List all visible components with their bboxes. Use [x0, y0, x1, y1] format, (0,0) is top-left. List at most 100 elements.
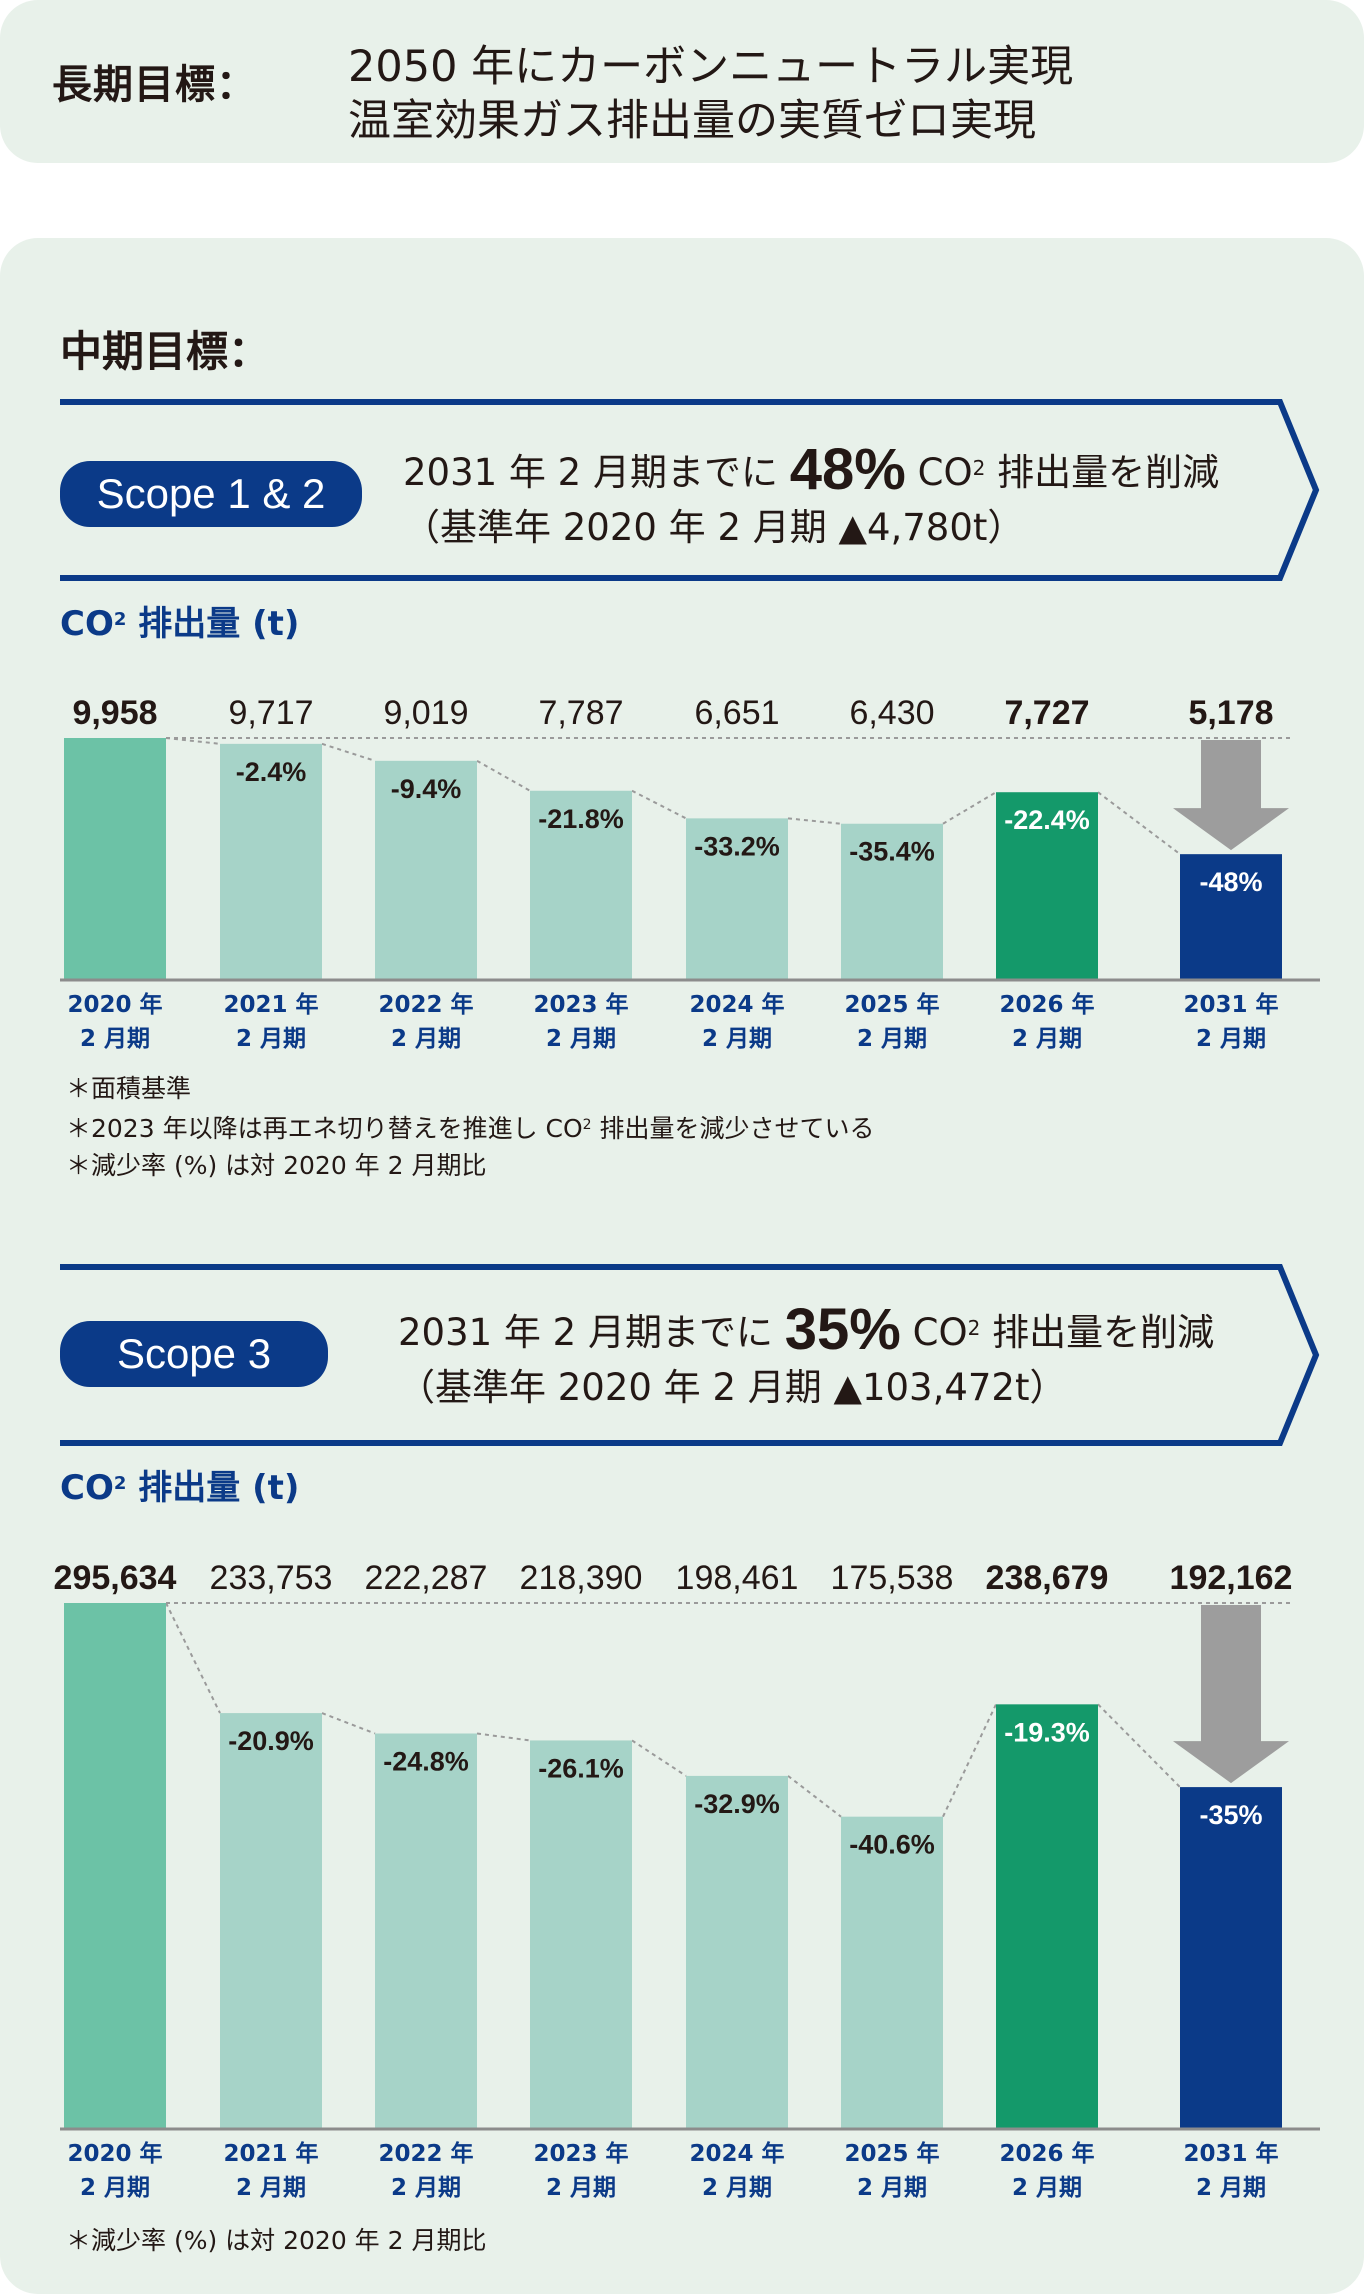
- bar-0: [64, 1603, 166, 2129]
- scope3-target-prefix: 2031 年 2 月期までに: [398, 1311, 773, 1354]
- value-label-4: 6,651: [694, 694, 779, 732]
- scope3-baseline: （基準年 2020 年 2 月期 ▲103,472t）: [398, 1366, 1067, 1409]
- category-label-5: 2025 年: [844, 991, 939, 1018]
- scope12-target-sub: 2: [972, 456, 986, 480]
- bar-3: [530, 1740, 632, 2129]
- category-label-7: 2 月期: [1196, 1026, 1266, 1052]
- category-label-4: 2 月期: [702, 1026, 772, 1052]
- value-label-1: 9,717: [228, 694, 313, 732]
- scope12-note-2a: ＊2023 年以降は再エネ切り替えを推進し CO: [66, 1114, 583, 1143]
- category-label-6: 2 月期: [1012, 1026, 1082, 1052]
- scope3-target-suffix: 排出量を削減: [992, 1311, 1215, 1354]
- bar-5: [841, 823, 943, 980]
- bar-5: [841, 1816, 943, 2129]
- category-label-5: 2025 年: [844, 2140, 939, 2167]
- value-label-3: 7,787: [538, 694, 623, 732]
- category-label-2: 2 月期: [391, 2175, 461, 2201]
- connector-line: [476, 1732, 531, 1742]
- scope12-note-2-sub: 2: [582, 1117, 592, 1133]
- scope3-co2-sub: 2: [113, 1473, 127, 1494]
- category-label-6: 2026 年: [999, 991, 1094, 1018]
- long-term-label: 長期目標：: [52, 62, 257, 108]
- banner-arrow-outline: [60, 399, 1320, 581]
- category-label-7: 2031 年: [1183, 991, 1278, 1018]
- scope3-co2-main: CO: [60, 1468, 114, 1508]
- reduction-label-4: -32.9%: [694, 1789, 780, 1819]
- category-label-2: 2022 年: [378, 2140, 473, 2167]
- scope12-note-2b: 排出量を減少させている: [591, 1114, 875, 1143]
- category-label-0: 2020 年: [67, 991, 162, 1018]
- scope12-target-suffix: 排出量を削減: [997, 451, 1220, 494]
- scope3-target-sub: 2: [967, 1316, 981, 1340]
- scope3-note-1: ＊減少率 (%) は対 2020 年 2 月期比: [66, 2226, 487, 2255]
- reduction-label-3: -21.8%: [538, 804, 624, 834]
- reduction-label-6: -22.4%: [1004, 805, 1090, 835]
- scope12-banner: [0, 396, 1364, 586]
- category-label-4: 2024 年: [689, 2140, 784, 2167]
- reduction-label-5: -35.4%: [849, 837, 935, 867]
- value-label-2: 222,287: [365, 1559, 488, 1597]
- scope12-co2-rest: 排出量 (t): [126, 604, 300, 644]
- category-label-6: 2026 年: [999, 2140, 1094, 2167]
- value-label-0: 295,634: [54, 1559, 177, 1597]
- scope12-target: 2031 年 2 月期までに 48% CO2 排出量を削減: [403, 436, 1219, 503]
- scope12-target-co: CO: [917, 451, 973, 494]
- bar-1: [220, 1713, 322, 2129]
- bar-3: [530, 790, 632, 980]
- scope12-note-1: ＊面積基準: [66, 1074, 192, 1103]
- bar-2: [375, 1733, 477, 2129]
- scope12-notes: ＊面積基準 ＊2023 年以降は再エネ切り替えを推進し CO2 排出量を減少させ…: [66, 1070, 875, 1184]
- scope3-target: 2031 年 2 月期までに 35% CO2 排出量を削減: [398, 1296, 1214, 1363]
- scope3-target-pct: 35%: [784, 1297, 901, 1362]
- connector-line: [942, 1703, 997, 1818]
- value-label-5: 6,430: [849, 694, 934, 732]
- category-label-7: 2 月期: [1196, 2175, 1266, 2201]
- category-label-4: 2024 年: [689, 991, 784, 1018]
- scope12-co2-main: CO: [60, 604, 114, 644]
- reduction-label-5: -40.6%: [849, 1830, 935, 1860]
- scope3-notes: ＊減少率 (%) は対 2020 年 2 月期比: [66, 2222, 486, 2259]
- long-term-panel: 長期目標： 2050 年にカーボンニュートラル実現 温室効果ガス排出量の実質ゼロ…: [0, 0, 1364, 163]
- reduction-label-7: -35%: [1199, 1800, 1262, 1830]
- connector-line: [1097, 791, 1181, 855]
- reduction-label-4: -33.2%: [694, 831, 780, 861]
- category-label-7: 2031 年: [1183, 2140, 1278, 2167]
- category-label-2: 2022 年: [378, 991, 473, 1018]
- connector-line: [476, 759, 531, 792]
- category-label-3: 2023 年: [533, 991, 628, 1018]
- scope12-note-2: ＊2023 年以降は再エネ切り替えを推進し CO2 排出量を減少させている: [66, 1107, 875, 1147]
- value-label-6: 238,679: [986, 1559, 1109, 1597]
- category-label-0: 2 月期: [80, 1026, 150, 1052]
- reduction-label-6: -19.3%: [1004, 1717, 1090, 1747]
- reduction-label-1: -20.9%: [228, 1726, 314, 1756]
- connector-line: [321, 742, 376, 762]
- scope12-chart: 9,958 9,717 9,019 7,787 6,651 6,430 7,727 5,178…: [60, 694, 1320, 1052]
- category-label-5: 2 月期: [857, 2175, 927, 2201]
- scope12-co2-sub: 2: [113, 609, 127, 630]
- scope12-baseline: （基準年 2020 年 2 月期 ▲4,780t）: [403, 506, 1025, 549]
- scope3-co2-label: CO2 排出量 (t): [60, 1460, 299, 1509]
- value-label-6: 7,727: [1004, 694, 1089, 732]
- value-label-0: 9,958: [72, 694, 157, 732]
- connector-line: [165, 737, 221, 745]
- scope3-target-co: CO: [912, 1311, 968, 1354]
- bar-0: [64, 738, 166, 980]
- connector-line: [631, 1739, 687, 1777]
- bar-7: [1180, 854, 1282, 980]
- value-label-7: 192,162: [1170, 1559, 1293, 1597]
- long-term-goal-line2: 温室効果ガス排出量の実質ゼロ実現: [348, 96, 1036, 146]
- bar-2: [375, 760, 477, 980]
- connector-line: [1097, 1703, 1181, 1788]
- category-label-3: 2 月期: [546, 2175, 616, 2201]
- category-label-6: 2 月期: [1012, 2175, 1082, 2201]
- scope12-co2-label: CO2 排出量 (t): [60, 596, 299, 645]
- category-label-3: 2023 年: [533, 2140, 628, 2167]
- reduction-label-1: -2.4%: [236, 757, 307, 787]
- bar-7: [1180, 1787, 1282, 2129]
- reduction-label-2: -9.4%: [391, 774, 462, 804]
- scope12-target-prefix: 2031 年 2 月期までに: [403, 451, 778, 494]
- value-label-3: 218,390: [520, 1559, 643, 1597]
- category-label-2: 2 月期: [391, 1026, 461, 1052]
- value-label-1: 233,753: [210, 1559, 333, 1597]
- connector-line: [165, 1602, 221, 1714]
